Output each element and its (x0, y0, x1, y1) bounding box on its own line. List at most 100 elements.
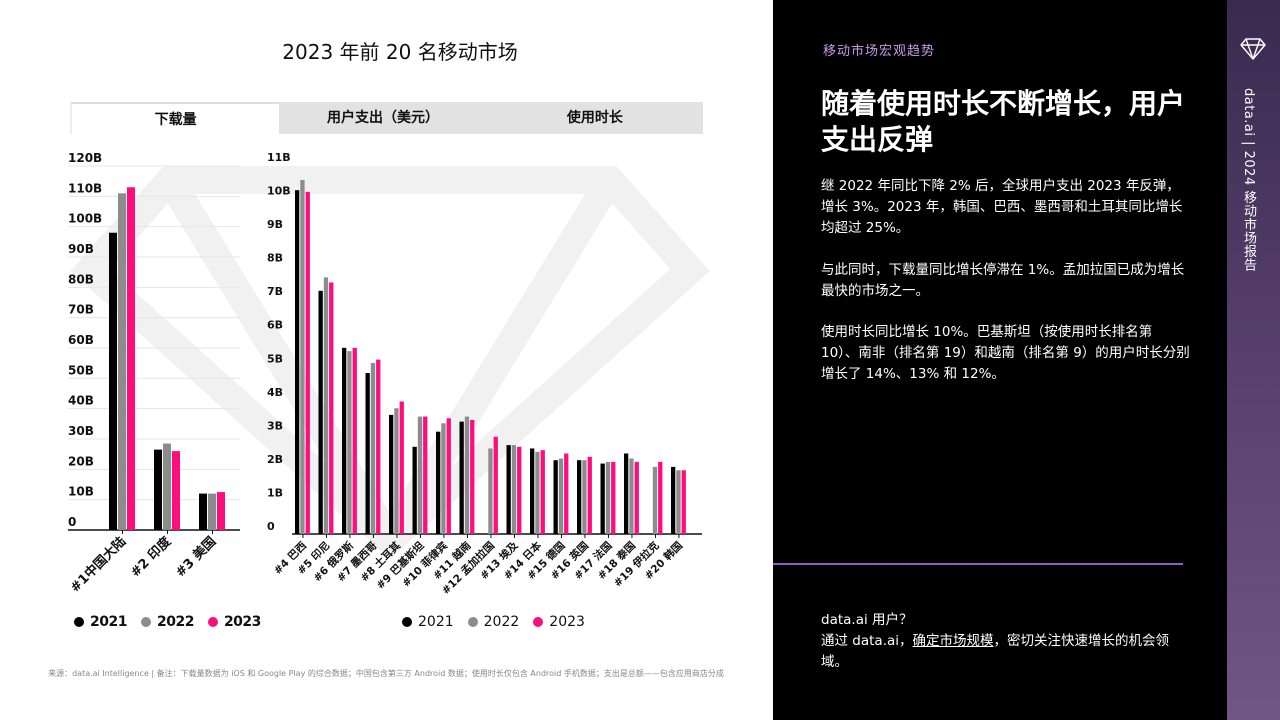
legend-item: 2023 (207, 614, 261, 630)
bar-2021 (671, 466, 676, 534)
bar-2023 (587, 456, 592, 534)
cta-text-pre: 通过 data.ai， (821, 633, 913, 649)
legend-item: 2023 (533, 614, 585, 630)
legend-label: 2022 (156, 614, 194, 630)
bar-2021 (530, 448, 535, 534)
bar-2021 (553, 460, 558, 534)
y-tick-label: 10B (68, 485, 94, 499)
cta-question: data.ai 用户？ (821, 612, 913, 628)
tab-time[interactable]: 使用时长 (566, 110, 623, 126)
y-tick-label: 110B (68, 181, 102, 195)
y-tick-label: 6B (267, 319, 283, 332)
bar-2021 (459, 421, 464, 534)
bar-2022 (441, 423, 446, 534)
bar-2022 (605, 461, 611, 534)
bar-2023 (399, 401, 404, 534)
bar-2023 (376, 359, 381, 534)
bar-2023 (217, 492, 225, 530)
bar-2021 (624, 453, 629, 534)
bar-2023 (517, 446, 522, 534)
legend-dot-2022 (140, 617, 151, 627)
tab-spend[interactable]: 用户支出（美元） (327, 110, 440, 126)
diamond-logo-icon (1240, 38, 1266, 60)
bar-2021 (365, 372, 370, 534)
y-tick-label: 50B (68, 363, 94, 377)
legend-dot-2021 (74, 617, 84, 627)
y-tick-label: 4B (267, 386, 283, 399)
x-category-label: #2 印度 (127, 533, 175, 581)
y-tick-label: 0 (68, 515, 76, 529)
y-tick-label: 11B (267, 151, 291, 164)
market-sizing-link[interactable]: 确定市场规模 (912, 633, 994, 649)
y-tick-label: 70B (68, 303, 94, 317)
bar-2022 (652, 466, 658, 534)
tab-bar: 下载量 用户支出（美元） 使用时长 (70, 102, 703, 134)
bar-2022 (323, 277, 329, 534)
y-tick-label: 40B (68, 394, 94, 408)
y-tick-label: 8B (267, 252, 283, 265)
y-tick-label: 120B (68, 151, 102, 165)
tab-downloads[interactable]: 下载量 (70, 102, 280, 134)
paragraph: 使用时长同比增长 10%。巴基斯坦（按使用时长排名第 10）、南非（排名第 19… (821, 324, 1190, 382)
bar-2022 (300, 180, 305, 534)
paragraph: 继 2022 年同比下降 2% 后，全球用户支出 2023 年反弹，增长 3%。… (821, 178, 1183, 236)
bar-2022 (558, 458, 564, 534)
report-side-strip: data.ai | 2024 移动市场报告 (1227, 0, 1280, 720)
bar-2022 (676, 470, 681, 534)
bar-2021 (600, 463, 605, 534)
report-title-vertical: data.ai | 2024 移动市场报告 (1241, 88, 1256, 272)
x-category-label: #3 美国 (172, 534, 219, 581)
bar-2022 (370, 362, 376, 534)
y-tick-label: 0 (267, 520, 275, 533)
y-tick-label: 80B (68, 272, 94, 286)
bar-2021 (389, 414, 394, 534)
y-tick-label: 100B (68, 212, 102, 226)
legend-label: 2021 (90, 614, 127, 630)
bar-2021 (577, 460, 582, 534)
legend-item: 2021 (402, 614, 454, 630)
y-tick-label: 7B (267, 285, 283, 298)
bar-2021 (199, 493, 207, 530)
bar-2023 (493, 436, 498, 534)
bar-2023 (172, 451, 180, 530)
x-category-label: #1中国大陆 (67, 534, 129, 596)
bar-2023 (634, 461, 639, 534)
y-tick-label: 20B (68, 454, 94, 468)
bar-2021 (318, 290, 323, 534)
bar-2023 (352, 347, 357, 534)
y-tick-label: 90B (68, 242, 94, 256)
y-tick-label: 10B (267, 185, 291, 198)
bar-2023 (423, 416, 428, 534)
bar-2022 (488, 448, 493, 534)
chart-panel: 2023 年前 20 名移动市场 下载量 用户支出（美元） 使用时长 0 10B 2… (48, 40, 724, 678)
bar-2021 (436, 431, 441, 534)
legend-dot-2023 (207, 617, 218, 627)
legend-dot-2021 (402, 617, 412, 627)
bar-2023 (470, 419, 475, 534)
bar-2022 (582, 460, 587, 534)
bar-2023 (446, 418, 451, 534)
bar-2023 (127, 187, 135, 530)
bar-2021 (295, 190, 300, 534)
bar-2021 (506, 445, 511, 534)
legend-right: 2021 2022 2023 (402, 614, 599, 630)
chart-top3-downloads: 0 10B 20B 30B 40B 50B 60B 70B 80B 90B 100B 110B 120B… (67, 151, 240, 596)
bar-2021 (412, 446, 417, 534)
bar-2023 (611, 461, 616, 534)
legend-label: 2023 (223, 614, 261, 630)
bar-2022 (208, 493, 216, 530)
headline: 随着使用时长不断增长，用户支出反弹 (821, 87, 1186, 156)
legend-dot-2023 (533, 617, 544, 627)
legend-left: 2021 2022 2023 (74, 614, 275, 630)
legend-item: 2022 (467, 614, 519, 630)
y-tick-label: 5B (267, 352, 283, 365)
bar-2023 (681, 470, 686, 534)
paragraph: 与此同时，下载量同比增长停滞在 1%。孟加拉国已成为增长最快的市场之一。 (821, 262, 1185, 299)
y-tick-label: 60B (68, 333, 94, 347)
bar-2023 (329, 282, 334, 534)
bar-2022 (417, 416, 423, 534)
y-tick-label: 3B (267, 419, 283, 432)
bar-2022 (535, 451, 540, 534)
legend-label: 2023 (549, 614, 585, 630)
